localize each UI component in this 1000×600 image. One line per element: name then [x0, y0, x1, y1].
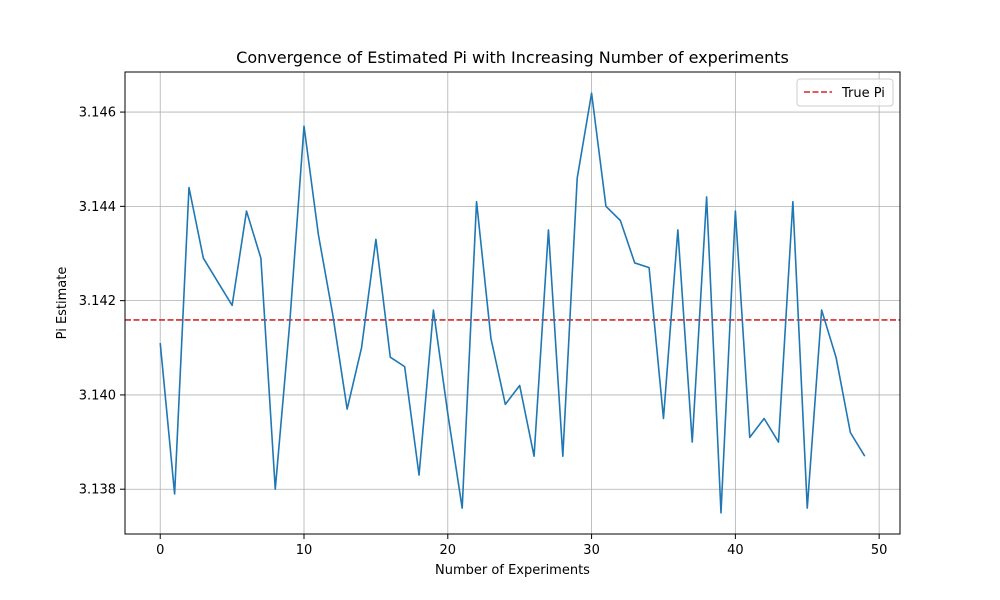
x-tick-label: 50 [871, 543, 888, 558]
plot-frame [124, 71, 901, 535]
y-tick-label: 3.142 [79, 294, 116, 309]
y-tick-label: 3.140 [79, 388, 116, 403]
chart-title: Convergence of Estimated Pi with Increas… [236, 48, 789, 67]
series-layer [159, 92, 866, 514]
x-tick-label: 30 [583, 543, 600, 558]
y-tick-label: 3.144 [79, 200, 116, 215]
legend: True Pi [796, 78, 894, 107]
x-tick-label: 10 [296, 543, 313, 558]
y-axis-title: Pi Estimate [55, 267, 70, 340]
y-tick-label: 3.138 [79, 483, 116, 498]
grid [125, 72, 900, 534]
y-tick-label: 3.146 [79, 106, 116, 121]
ticks: 0 10 20 30 40 50 3.138 3.140 3.142 3.144 3.146 [79, 106, 888, 558]
x-tick-label: 0 [156, 543, 164, 558]
pi-estimate-line [159, 92, 866, 514]
legend-label-true-pi: True Pi [841, 86, 885, 101]
legend-box [796, 78, 894, 107]
x-axis-title: Number of Experiments [435, 563, 590, 578]
x-tick-label: 20 [440, 543, 457, 558]
x-tick-label: 40 [727, 543, 744, 558]
